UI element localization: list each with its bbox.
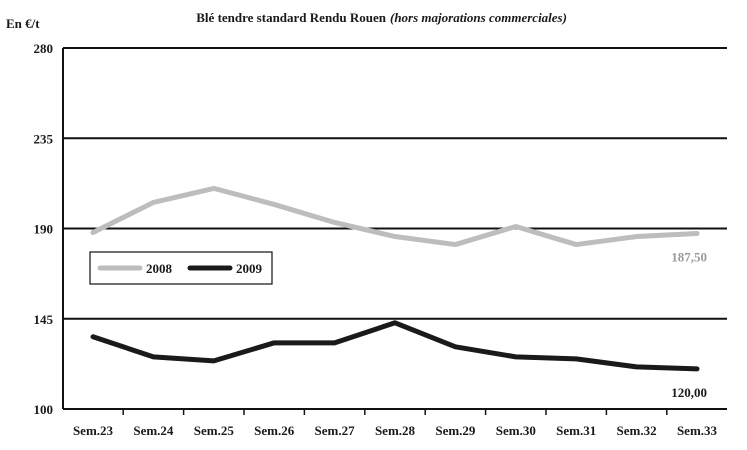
y-tick-label-235: 235 [34,131,54,146]
chart-title: Blé tendre standard Rendu Rouen [196,10,387,25]
series-line-2008 [90,185,700,248]
x-tick-label-Sem.30: Sem.30 [496,423,536,438]
series-line-2009 [90,320,700,372]
chart-subtitle: (hors majorations commerciales) [390,10,567,25]
y-tick-label-145: 145 [34,312,54,327]
x-tick-label-Sem.24: Sem.24 [133,423,174,438]
grid [62,47,727,415]
x-tick-label-Sem.28: Sem.28 [375,423,416,438]
end-label-2009: 120,00 [671,385,707,400]
x-tick-label-Sem.31: Sem.31 [556,423,596,438]
end-labels: 187,50 120,00 [671,250,707,400]
legend-label-2009: 2009 [236,261,263,276]
y-ticks: 100 145 190 235 280 [34,41,54,417]
y-axis-label: En €/t [6,16,40,31]
end-label-2008: 187,50 [671,250,707,265]
x-tick-label-Sem.33: Sem.33 [677,423,718,438]
x-tick-label-Sem.29: Sem.29 [435,423,476,438]
series-lines [90,185,700,372]
legend: 2008 2009 [89,251,273,285]
y-tick-label-190: 190 [34,222,54,237]
legend-label-2008: 2008 [146,261,173,276]
x-tick-label-Sem.23: Sem.23 [73,423,114,438]
x-tick-label-Sem.27: Sem.27 [315,423,356,438]
x-tick-label-Sem.32: Sem.32 [617,423,657,438]
y-tick-label-100: 100 [34,402,54,417]
y-tick-label-280: 280 [34,41,54,56]
x-tick-label-Sem.26: Sem.26 [254,423,295,438]
x-tick-label-Sem.25: Sem.25 [194,423,235,438]
x-ticks: Sem.23 Sem.24 Sem.25 Sem.26 Sem.27 Sem.28 Sem.… [73,423,718,438]
